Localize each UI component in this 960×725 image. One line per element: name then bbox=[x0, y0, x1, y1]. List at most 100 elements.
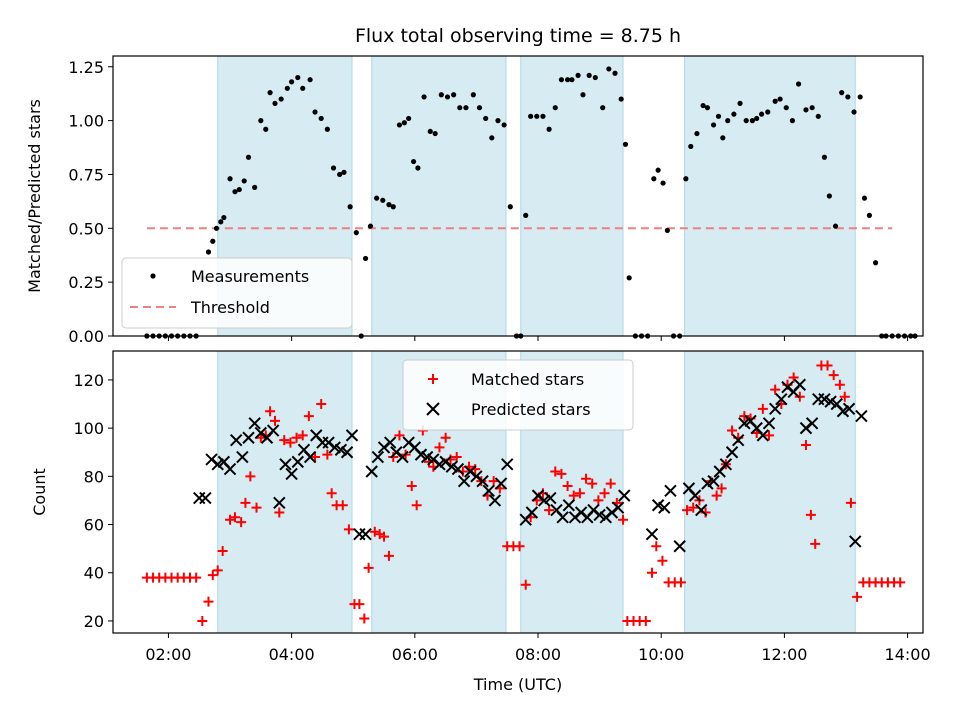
measurement-point bbox=[415, 165, 421, 171]
x-tick-label: 04:00 bbox=[269, 645, 315, 664]
measurement-point bbox=[330, 165, 337, 171]
matched-star-marker bbox=[297, 430, 308, 441]
measurement-point bbox=[241, 178, 247, 184]
measurement-point bbox=[507, 204, 513, 210]
matched-star-marker bbox=[270, 415, 280, 426]
bottom-plot-frame bbox=[112, 350, 924, 634]
measurement-point bbox=[809, 105, 815, 111]
measurement-point bbox=[421, 94, 427, 100]
measurement-point bbox=[772, 98, 778, 104]
measurement-point bbox=[743, 118, 749, 124]
matched-star-marker bbox=[716, 483, 727, 494]
measurement-point bbox=[318, 115, 324, 122]
matched-star-marker bbox=[411, 500, 422, 511]
predicted-star-marker bbox=[695, 503, 708, 517]
measurement-point bbox=[857, 94, 863, 100]
measurement-point bbox=[289, 79, 295, 85]
measurement-point bbox=[694, 130, 700, 137]
matched-star-marker bbox=[251, 502, 262, 513]
measurement-point bbox=[337, 171, 343, 178]
matched-star-marker bbox=[326, 488, 337, 499]
measurement-point bbox=[765, 109, 771, 115]
measurement-point bbox=[374, 195, 380, 201]
measurement-point bbox=[457, 105, 463, 111]
matched-star-marker bbox=[279, 435, 290, 446]
measurement-point bbox=[227, 176, 233, 182]
matched-star-marker bbox=[354, 599, 365, 610]
predicted-star-marker bbox=[199, 491, 212, 505]
measurement-point bbox=[427, 128, 433, 134]
bottom-interval-1 bbox=[217, 350, 353, 634]
predicted-star-marker bbox=[223, 462, 237, 476]
legend-measurements-label: Measurements bbox=[191, 267, 309, 286]
matched-star-marker bbox=[711, 490, 722, 501]
measurement-point bbox=[803, 107, 809, 113]
measurement-point bbox=[832, 223, 839, 229]
predicted-star-marker bbox=[562, 499, 576, 512]
matched-star-marker bbox=[245, 471, 256, 482]
matched-star-marker bbox=[810, 538, 821, 549]
measurement-point bbox=[845, 94, 851, 100]
bottom-y-tick-label: 120 bbox=[73, 371, 104, 390]
legend-measurements-marker bbox=[150, 273, 156, 279]
predicted-star-marker bbox=[396, 450, 409, 464]
measurement-point bbox=[580, 92, 586, 98]
measurement-point bbox=[463, 105, 469, 111]
matched-star-marker bbox=[657, 555, 668, 566]
matched-star-marker bbox=[322, 449, 333, 460]
measurement-point bbox=[720, 135, 726, 141]
bottom-legend-box bbox=[402, 359, 634, 431]
predicted-star-marker bbox=[707, 474, 720, 488]
measurement-point bbox=[367, 223, 374, 229]
predicted-star-marker bbox=[525, 506, 539, 519]
measurement-point bbox=[390, 204, 396, 210]
measurement-point bbox=[438, 92, 444, 98]
measurement-point bbox=[218, 219, 224, 225]
matched-star-marker bbox=[581, 473, 592, 484]
matched-star-marker bbox=[895, 577, 906, 588]
matched-star-marker bbox=[203, 596, 214, 607]
matched-star-marker bbox=[828, 370, 839, 381]
matched-star-marker bbox=[440, 432, 451, 443]
measurement-point bbox=[258, 118, 264, 124]
predicted-star-marker bbox=[849, 535, 862, 548]
bottom-y-tick-label: 80 bbox=[84, 467, 104, 486]
measurement-point bbox=[872, 260, 879, 266]
legend-threshold-label: Threshold bbox=[190, 298, 270, 317]
measurement-point bbox=[284, 85, 290, 91]
measurement-point bbox=[324, 126, 330, 132]
matched-star-marker bbox=[544, 505, 555, 516]
measurement-point bbox=[651, 176, 657, 182]
top-axis-ticks: 0.00 0.25 0.50 0.75 1.00 1.25 bbox=[68, 58, 909, 346]
measurement-point bbox=[476, 105, 483, 111]
measurement-point bbox=[725, 118, 731, 124]
predicted-star-marker bbox=[285, 467, 298, 481]
matched-star-marker bbox=[514, 541, 525, 552]
measurement-point bbox=[495, 118, 501, 124]
matched-star-marker bbox=[568, 490, 579, 501]
matched-star-marker bbox=[316, 399, 327, 410]
bottom-legend: Matched stars Predicted stars bbox=[402, 359, 634, 431]
top-legend: Measurements Threshold bbox=[121, 257, 353, 329]
matched-star-marker bbox=[593, 495, 604, 506]
matched-star-marker bbox=[587, 478, 598, 489]
matched-star-marker bbox=[800, 440, 811, 450]
measurement-point bbox=[410, 158, 417, 165]
measurement-point bbox=[586, 72, 592, 78]
x-tick-label: 06:00 bbox=[392, 645, 438, 664]
measurement-point bbox=[528, 113, 534, 119]
matched-star-marker bbox=[274, 507, 285, 518]
predicted-star-marker bbox=[688, 489, 702, 502]
measurement-point bbox=[558, 77, 565, 83]
predicted-star-marker bbox=[488, 494, 502, 507]
top-y-tick-label: 1.25 bbox=[68, 58, 104, 77]
measurement-point bbox=[213, 225, 220, 231]
measurement-point bbox=[232, 189, 238, 195]
measurement-point bbox=[312, 109, 318, 115]
measurement-point bbox=[704, 105, 711, 111]
matched-star-marker bbox=[688, 502, 699, 513]
top-y-tick-label: 0.00 bbox=[68, 327, 104, 346]
predicted-star-marker bbox=[193, 491, 206, 505]
predicted-star-marker bbox=[266, 424, 280, 437]
matched-star-marker bbox=[212, 565, 223, 576]
